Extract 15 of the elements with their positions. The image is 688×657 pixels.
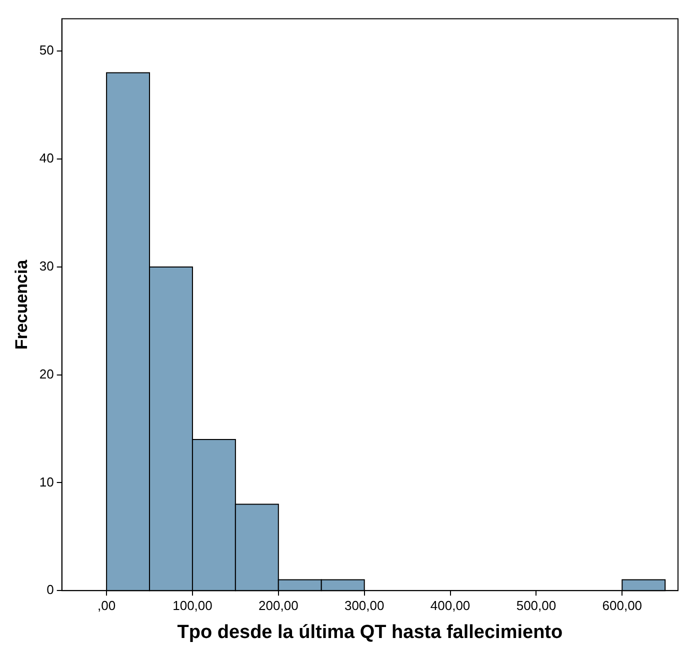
x-tick-label: 600,00	[602, 598, 642, 613]
x-tick-label: 400,00	[430, 598, 470, 613]
y-tick-label: 10	[39, 474, 54, 490]
x-axis-title: Tpo desde la última QT hasta fallecimiento	[177, 622, 563, 643]
y-axis-title: Frecuencia	[12, 259, 31, 350]
y-tick-label: 30	[39, 258, 54, 274]
x-tick-label: 200,00	[258, 598, 298, 613]
x-tick-label: ,00	[98, 598, 116, 613]
y-tick-label: 0	[46, 582, 54, 598]
y-tick-label: 50	[39, 42, 54, 58]
x-tick-label: 300,00	[344, 598, 384, 613]
x-tick-label: 100,00	[172, 598, 212, 613]
y-tick-label: 40	[39, 150, 54, 166]
y-tick-label: 20	[39, 366, 54, 382]
x-tick-label: 500,00	[516, 598, 556, 613]
